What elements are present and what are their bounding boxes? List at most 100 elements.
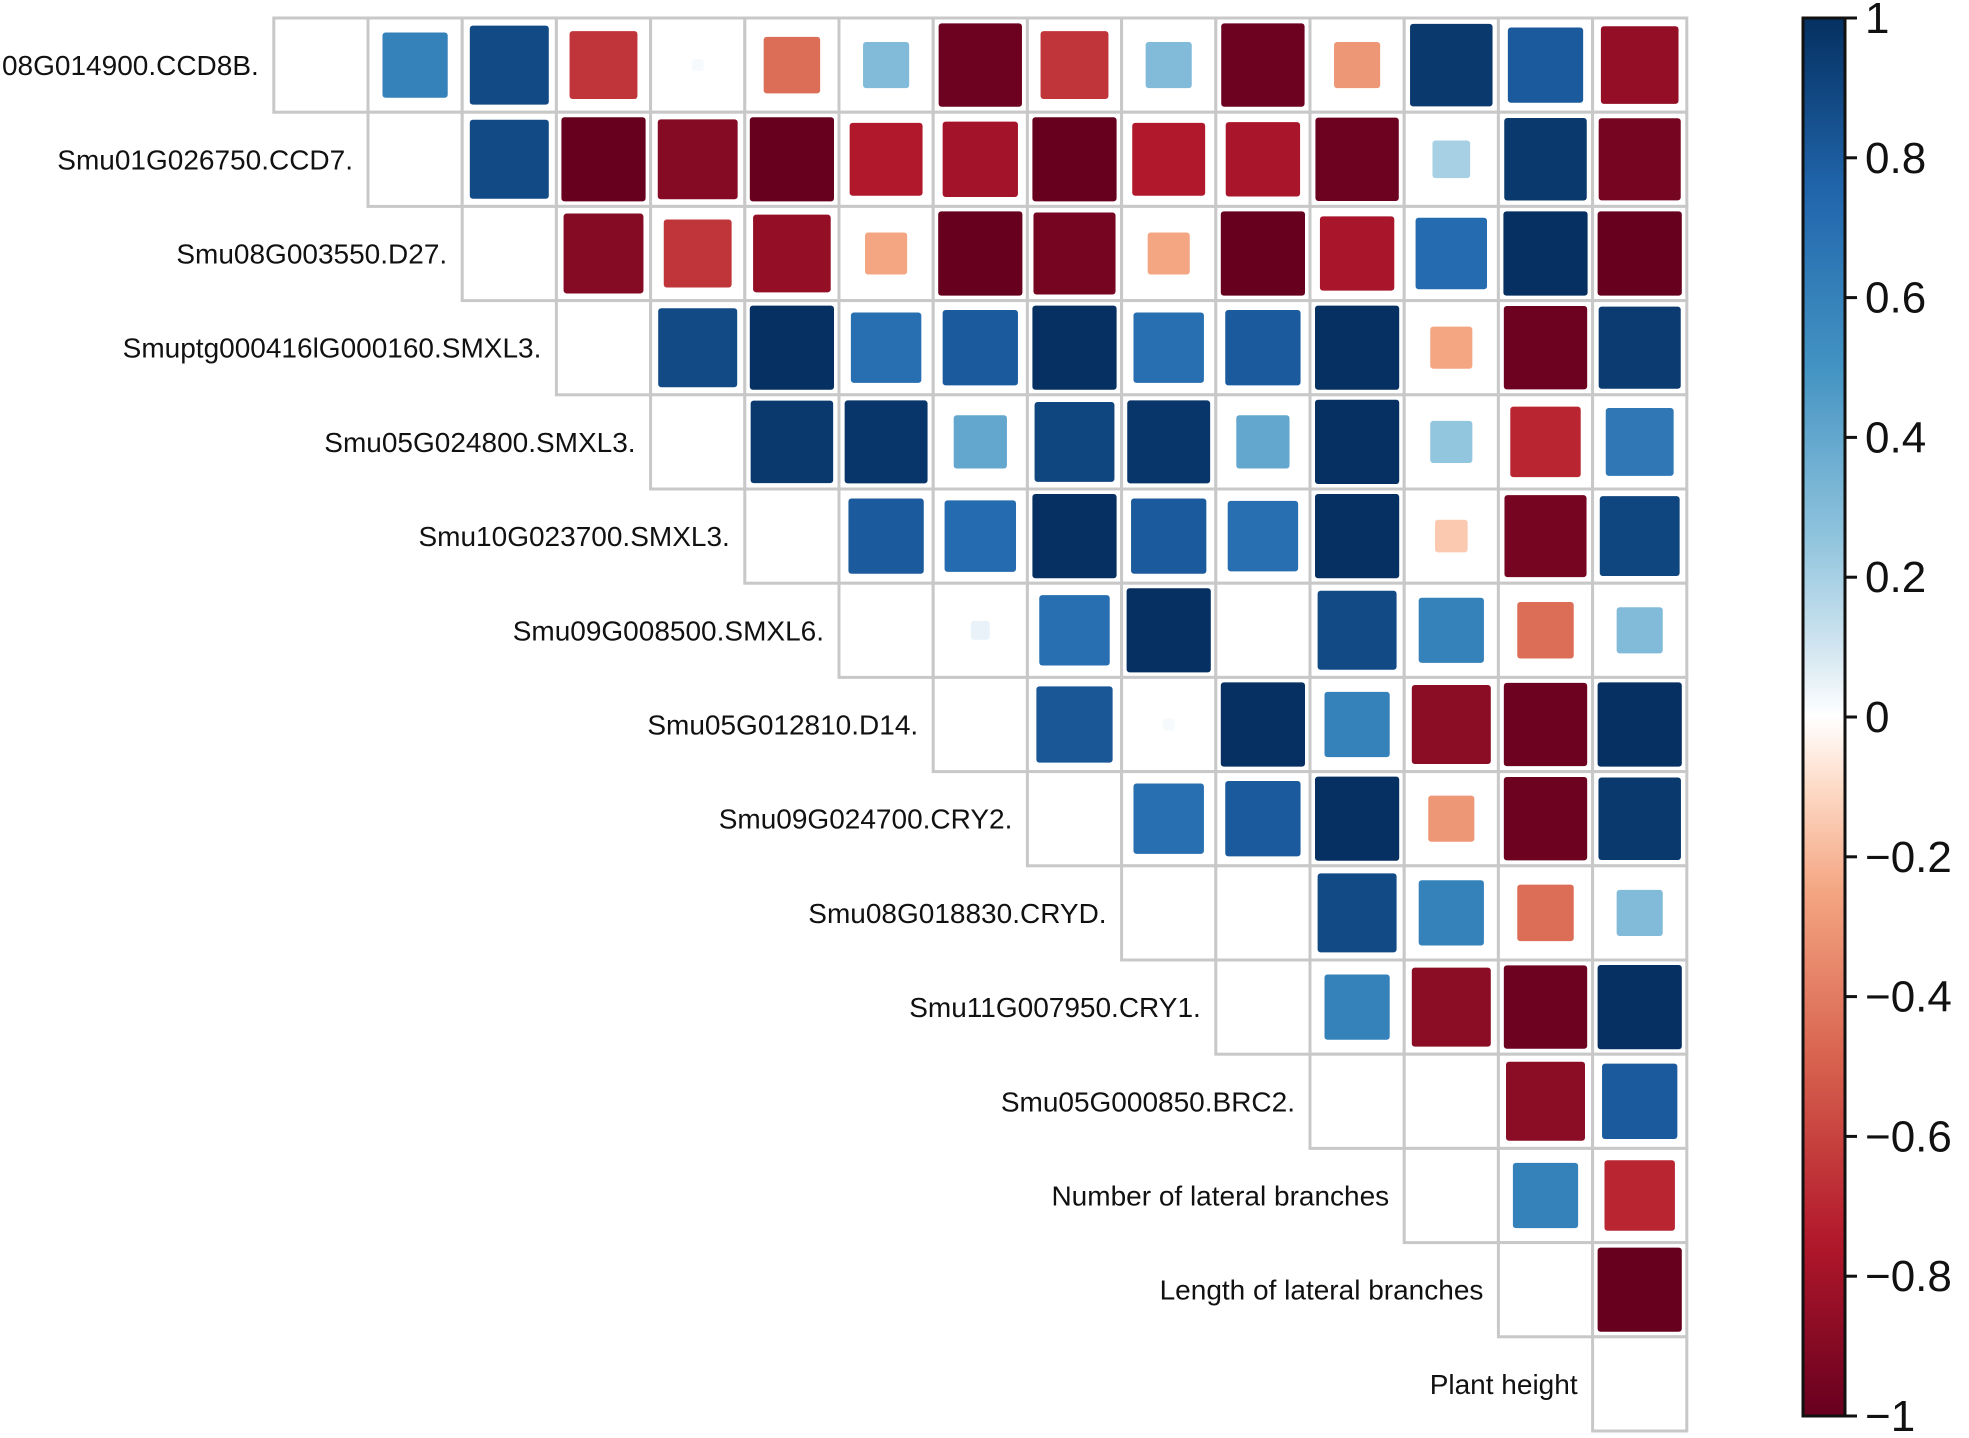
row-label: Smu08G003550.D27.: [176, 239, 447, 270]
correlation-cell: [763, 36, 821, 94]
correlation-cell: [1221, 23, 1305, 107]
row-label: Smu08G014900.CCD8B.: [0, 50, 259, 81]
row-label: Smu05G012810.D14.: [647, 710, 918, 741]
colorbar-tick-label: −0.2: [1865, 833, 1952, 882]
colorbar-tick-label: −0.8: [1865, 1252, 1952, 1301]
grid-cell: [1025, 770, 1124, 868]
correlation-cell: [1517, 602, 1574, 659]
correlation-cell: [1317, 590, 1397, 670]
correlation-cell: [469, 119, 549, 199]
correlation-cell: [848, 498, 924, 574]
grid-cell: [1496, 1241, 1595, 1339]
correlation-cell: [663, 219, 732, 288]
correlation-cell: [1315, 305, 1400, 390]
correlation-cell: [1503, 965, 1588, 1049]
correlation-cell: [1225, 310, 1301, 386]
correlation-cell: [1334, 42, 1381, 89]
correlation-cell: [1510, 406, 1581, 478]
correlation-cell: [1315, 117, 1399, 201]
matrix-cells: [382, 23, 1682, 1332]
correlation-cell: [970, 620, 990, 640]
grid-cell: [1308, 1052, 1406, 1150]
correlation-cell: [1039, 595, 1110, 666]
correlation-cell: [382, 32, 448, 98]
row-labels: Smu08G014900.CCD8B. Smu01G026750.CCD7. Smu…: [0, 50, 1578, 1400]
grid-cell: [1402, 1052, 1500, 1150]
correlation-cell: [1225, 122, 1301, 197]
correlation-cell: [865, 232, 908, 275]
correlation-cell: [1600, 26, 1679, 104]
row-label: Smu05G024800.SMXL3.: [324, 427, 635, 458]
grid-cell: [931, 581, 1029, 679]
row-label: Smu11G007950.CRY1.: [909, 992, 1201, 1023]
correlation-cell: [1033, 212, 1116, 295]
correlation-cell: [1236, 415, 1290, 469]
correlation-cell: [1319, 216, 1395, 291]
correlation-cell: [1132, 122, 1206, 196]
correlation-cell: [469, 25, 549, 105]
correlation-cell: [1036, 686, 1113, 763]
correlation-cell: [1040, 31, 1109, 100]
correlation-cell: [1605, 407, 1674, 476]
correlation-cell: [749, 305, 834, 390]
grid-cell: [460, 204, 558, 303]
correlation-cell: [1225, 781, 1301, 857]
row-label: Smu08G018830.CRYD.: [808, 898, 1106, 929]
correlation-cell: [657, 119, 738, 200]
correlation-cell: [1133, 783, 1204, 854]
correlation-cell: [1034, 401, 1115, 482]
correlation-cell: [1597, 211, 1682, 296]
correlation-cell: [938, 211, 1023, 296]
correlation-cell: [658, 308, 738, 388]
grid-cell: [554, 299, 653, 397]
correlation-cell: [1597, 682, 1682, 767]
grid-cell: [743, 487, 841, 585]
correlation-cell: [863, 42, 910, 89]
row-label: Smu10G023700.SMXL3.: [418, 521, 729, 552]
grid-cell: [272, 16, 370, 114]
correlation-cell: [1220, 682, 1305, 767]
grid-cell: [1591, 1335, 1689, 1433]
correlation-cell: [1127, 400, 1211, 484]
correlation-cell: [561, 117, 646, 202]
correlation-cell: [1131, 498, 1207, 574]
correlation-cell: [750, 400, 834, 484]
correlation-cell: [1162, 718, 1175, 731]
correlation-cell: [1415, 217, 1488, 290]
correlation-cell: [1126, 588, 1211, 673]
colorbar-tick-label: −0.6: [1865, 1112, 1952, 1161]
correlation-cell: [1315, 399, 1400, 484]
colorbar-tick-label: 0.8: [1865, 134, 1926, 183]
colorbar-tick-label: 0.6: [1865, 274, 1926, 323]
grid-cell: [1214, 581, 1312, 679]
row-label: Smu05G000850.BRC2.: [1001, 1086, 1295, 1117]
correlation-cell: [942, 310, 1018, 386]
correlation-cell: [1411, 685, 1491, 764]
correlation-cell: [749, 117, 834, 202]
correlation-cell: [1512, 1162, 1579, 1229]
correlation-cell: [1032, 305, 1117, 390]
correlation-cell: [938, 23, 1022, 107]
row-label: Smuptg000416lG000160.SMXL3.: [123, 333, 542, 364]
colorbar-tick-label: 0: [1865, 693, 1889, 742]
colorbar-tick-label: −1: [1865, 1392, 1915, 1438]
correlation-cell: [1315, 776, 1400, 861]
correlation-cell: [849, 122, 923, 196]
correlation-cell: [1598, 306, 1681, 389]
colorbar-tick-label: −0.4: [1865, 973, 1952, 1022]
correlation-cell: [1506, 1061, 1585, 1141]
correlation-cell: [563, 213, 644, 294]
correlation-cell: [1597, 965, 1682, 1050]
correlation-cell: [1597, 1247, 1682, 1332]
row-label: Number of lateral branches: [1051, 1181, 1389, 1212]
correlation-cell: [1418, 880, 1484, 946]
correlation-cell: [1616, 607, 1663, 654]
grid-cell: [837, 581, 935, 679]
correlation-cell: [942, 121, 1018, 197]
correlation-cell: [1324, 691, 1390, 758]
correlation-cell: [1430, 326, 1473, 369]
grid-cell: [366, 110, 464, 208]
correlation-cell: [569, 31, 638, 100]
correlation-cell: [1133, 312, 1204, 383]
